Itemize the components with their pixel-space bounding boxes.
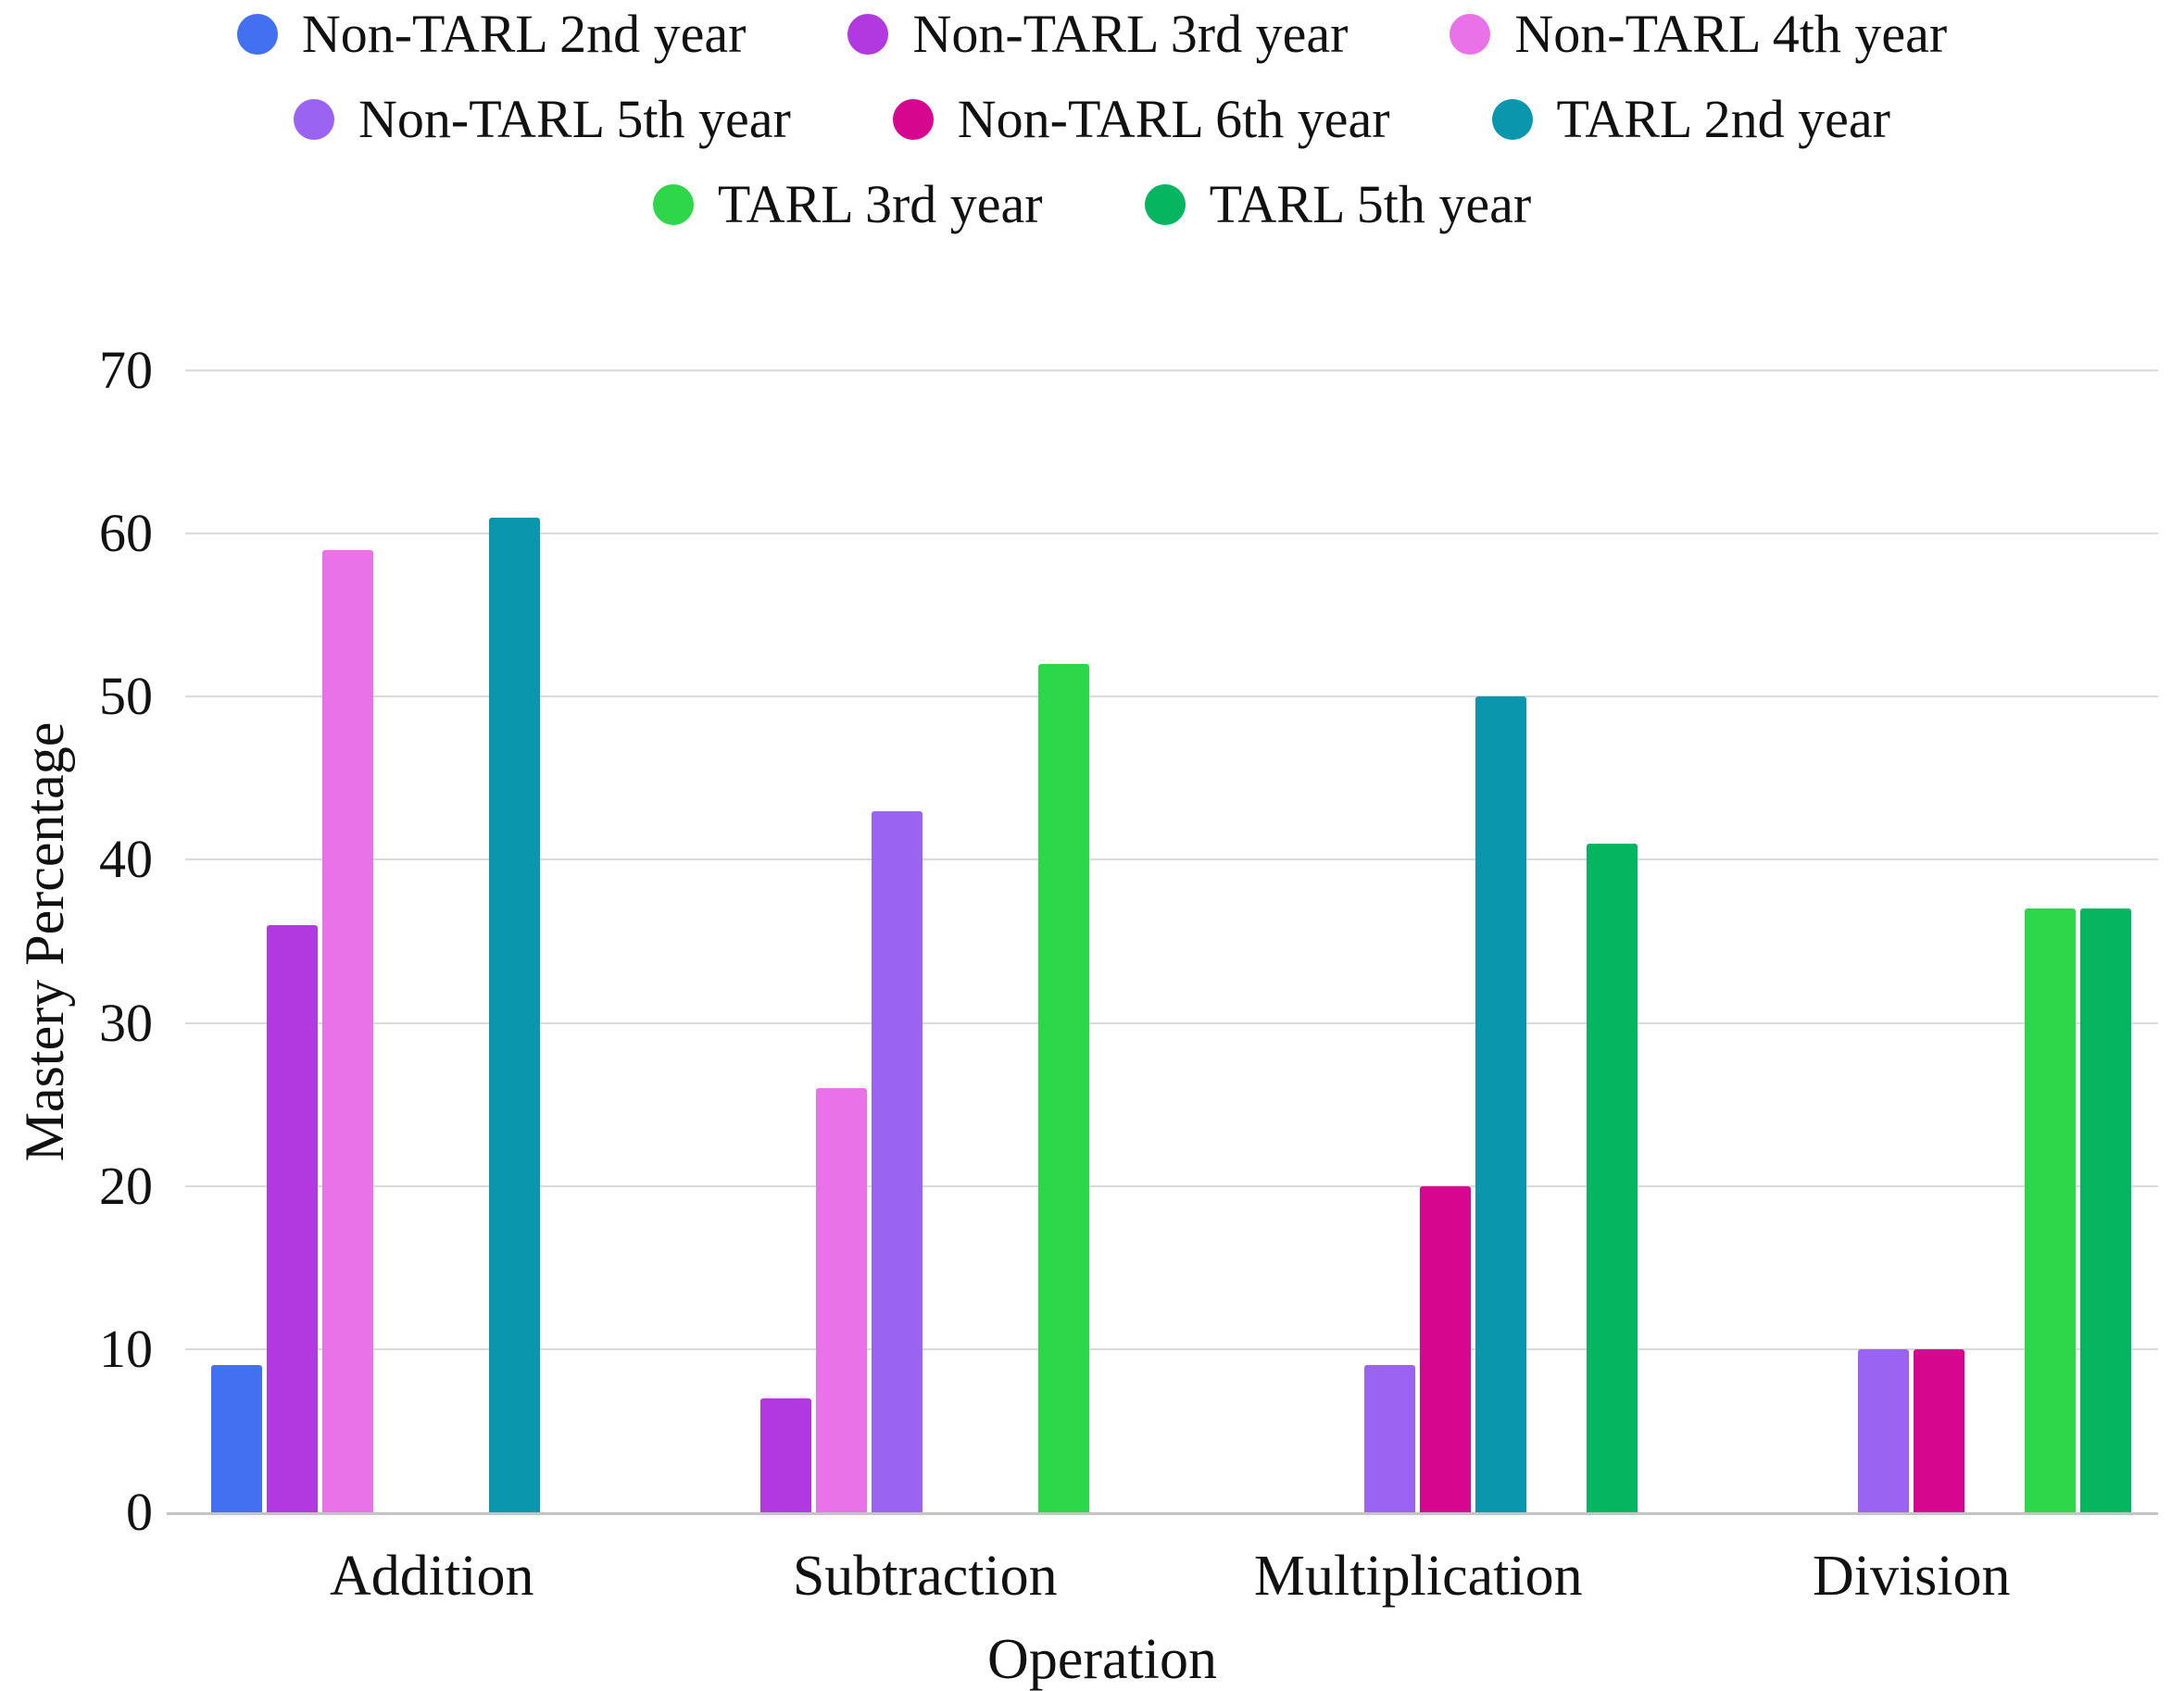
- y-tick-label-70: 70: [99, 340, 153, 400]
- legend-label: TARL 2nd year: [1556, 89, 1890, 149]
- bar-chart: Non-TARL 2nd year Non-TARL 3rd year Non-TA…: [0, 6, 2184, 1688]
- y-tick-label-0: 0: [126, 1482, 153, 1542]
- legend-row: Non-TARL 2nd year Non-TARL 3rd year Non-TA…: [236, 4, 1947, 64]
- gridline-y-40: [185, 858, 2158, 861]
- legend-marker-icon: [294, 99, 335, 140]
- gridline-y-30: [185, 1021, 2158, 1024]
- bar-non-tarl-6th-year-division: [1913, 1348, 1964, 1512]
- bar-non-tarl-3rd-year-addition: [267, 924, 319, 1512]
- legend-label: Non-TARL 2nd year: [301, 4, 747, 64]
- legend-marker-icon: [847, 14, 889, 55]
- x-axis-title: Operation: [987, 1628, 1217, 1691]
- legend-item-non-tarl-5th-year: Non-TARL 5th year: [294, 93, 791, 146]
- bar-non-tarl-5th-year-multiplication: [1364, 1365, 1416, 1512]
- plot-area: 0 10 20 30 40 50 60 70 Addition Subtraction Multip…: [99, 340, 2158, 1608]
- bar-tarl-5th-year-division: [2079, 908, 2131, 1512]
- bar-non-tarl-3rd-year-subtraction: [759, 1397, 811, 1512]
- legend: Non-TARL 2nd year Non-TARL 3rd year Non-TA…: [0, 7, 2184, 232]
- legend-marker-icon: [652, 184, 694, 225]
- bar-non-tarl-4th-year-subtraction: [815, 1088, 867, 1512]
- legend-marker-icon: [1491, 99, 1533, 140]
- y-tick-label-30: 30: [99, 992, 153, 1053]
- gridline-y-60: [185, 532, 2158, 535]
- legend-label: TARL 3rd year: [717, 174, 1043, 234]
- x-axis-line: [167, 1512, 2158, 1515]
- legend-item-non-tarl-4th-year: Non-TARL 4th year: [1450, 7, 1947, 61]
- bar-tarl-3rd-year-division: [2024, 908, 2076, 1512]
- legend-marker-icon: [236, 14, 278, 55]
- legend-label: Non-TARL 3rd year: [912, 4, 1349, 64]
- x-category-label-subtraction: Subtraction: [792, 1545, 1058, 1608]
- y-tick-label-60: 60: [99, 503, 153, 564]
- legend-marker-icon: [1450, 14, 1491, 55]
- legend-marker-icon: [892, 99, 934, 140]
- x-category-label-multiplication: Multiplication: [1253, 1545, 1583, 1608]
- legend-item-tarl-2nd-year: TARL 2nd year: [1491, 89, 1890, 149]
- legend-marker-icon: [1144, 184, 1186, 225]
- legend-row: Non-TARL 5th year Non-TARL 6th year TARL 2…: [294, 93, 1890, 146]
- y-tick-label-50: 50: [99, 666, 153, 727]
- bar-non-tarl-4th-year-addition: [322, 549, 374, 1512]
- x-category-label-division: Division: [1812, 1545, 2011, 1608]
- legend-item-non-tarl-3rd-year: Non-TARL 3rd year: [847, 7, 1348, 61]
- y-tick-label-20: 20: [99, 1155, 153, 1216]
- legend-row: TARL 3rd year TARL 5th year: [652, 174, 1532, 234]
- bar-non-tarl-5th-year-subtraction: [871, 810, 923, 1512]
- x-category-label-addition: Addition: [330, 1545, 534, 1608]
- bar-tarl-2nd-year-addition: [489, 517, 541, 1512]
- legend-item-tarl-5th-year: TARL 5th year: [1144, 174, 1532, 234]
- legend-label: Non-TARL 5th year: [358, 89, 791, 149]
- bar-non-tarl-6th-year-multiplication: [1420, 1185, 1472, 1512]
- gridline-y-20: [185, 1184, 2158, 1187]
- bar-tarl-2nd-year-multiplication: [1475, 696, 1527, 1512]
- bar-non-tarl-2nd-year-addition: [211, 1365, 263, 1512]
- gridline-y-10: [185, 1347, 2158, 1350]
- legend-label: Non-TARL 4th year: [1514, 4, 1948, 64]
- gridline-y-50: [185, 695, 2158, 698]
- y-axis-title: Mastery Percentage: [14, 721, 75, 1161]
- y-tick-label-40: 40: [99, 829, 153, 890]
- legend-label: TARL 5th year: [1209, 174, 1532, 234]
- legend-item-tarl-3rd-year: TARL 3rd year: [652, 174, 1043, 234]
- bar-tarl-5th-year-multiplication: [1587, 843, 1638, 1512]
- y-tick-label-10: 10: [99, 1318, 153, 1379]
- legend-item-non-tarl-2nd-year: Non-TARL 2nd year: [236, 4, 747, 64]
- legend-label: Non-TARL 6th year: [957, 89, 1390, 149]
- bar-tarl-3rd-year-subtraction: [1037, 664, 1089, 1512]
- legend-item-non-tarl-6th-year: Non-TARL 6th year: [892, 89, 1390, 149]
- gridline-y-70: [185, 370, 2158, 371]
- bar-non-tarl-5th-year-division: [1857, 1348, 1909, 1512]
